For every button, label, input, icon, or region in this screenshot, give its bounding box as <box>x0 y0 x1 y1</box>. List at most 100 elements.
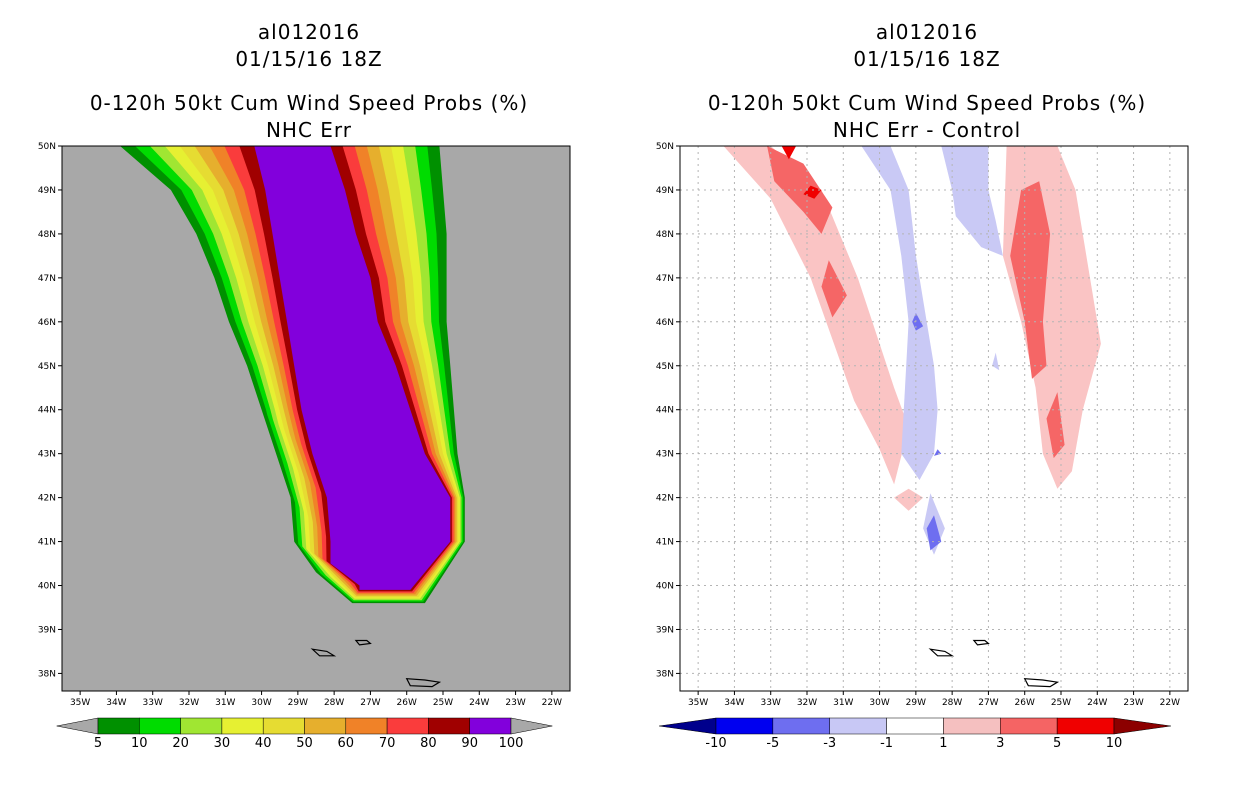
colorbar-low-arrow <box>659 717 717 735</box>
y-tick-label: 41N <box>656 538 674 548</box>
island-outline <box>928 648 955 657</box>
x-tick-label: 35W <box>70 698 90 708</box>
y-tick-label: 49N <box>656 186 674 196</box>
colorbar-label: 50 <box>296 736 313 751</box>
y-tick-label: 43N <box>38 450 56 460</box>
colorbar-high-arrow <box>510 717 553 735</box>
colorbar-label: -10 <box>705 736 726 751</box>
negative-diff-region <box>934 449 942 456</box>
positive-diff-region <box>781 146 797 160</box>
y-tick-label: 47N <box>656 274 674 284</box>
positive-diff-region <box>803 185 822 199</box>
colorbar-label: 30 <box>214 736 231 751</box>
y-tick-label: 42N <box>38 494 56 504</box>
positive-diff-region <box>821 260 847 318</box>
colorbar-label: 40 <box>255 736 272 751</box>
x-tick-label: 26W <box>1015 698 1035 708</box>
colorbar-label: 1 <box>939 736 947 751</box>
x-tick-label: 29W <box>906 698 926 708</box>
colorbar-swatch <box>97 717 140 735</box>
y-tick-label: 46N <box>38 318 56 328</box>
positive-diff-region <box>767 146 833 234</box>
colorbar-label: -1 <box>880 736 893 751</box>
x-tick-label: 31W <box>215 698 235 708</box>
colorbar-swatch <box>262 717 305 735</box>
y-tick-label: 45N <box>656 362 674 372</box>
y-tick-label: 44N <box>656 406 674 416</box>
island-outline <box>310 648 337 657</box>
positive-diff-region <box>1010 181 1051 379</box>
y-tick-label: 49N <box>38 186 56 196</box>
x-tick-label: 28W <box>942 698 962 708</box>
x-tick-label: 27W <box>978 698 998 708</box>
x-tick-label: 32W <box>797 698 817 708</box>
chart-title: 0-120h 50kt Cum Wind Speed Probs (%) <box>707 91 1147 115</box>
positive-diff-region <box>1046 392 1065 459</box>
colorbar-label: 3 <box>996 736 1004 751</box>
colorbar-label: 80 <box>420 736 437 751</box>
colorbar-label: -3 <box>823 736 836 751</box>
negative-diff-region <box>912 313 924 331</box>
colorbar-label: 5 <box>1053 736 1061 751</box>
colorbar-label: 10 <box>1106 736 1123 751</box>
colorbar-swatch <box>829 717 887 735</box>
x-tick-label: 28W <box>324 698 344 708</box>
y-tick-label: 43N <box>656 450 674 460</box>
colorbar-swatch <box>1056 717 1115 735</box>
y-tick-label: 44N <box>38 406 56 416</box>
negative-diff-region <box>861 146 938 480</box>
x-tick-label: 34W <box>724 698 744 708</box>
colorbar-label: 90 <box>461 736 478 751</box>
y-tick-label: 50N <box>656 142 674 152</box>
x-tick-label: 25W <box>1051 698 1071 708</box>
storm-id-title: al012016 <box>257 20 361 44</box>
x-tick-label: 24W <box>469 698 489 708</box>
x-tick-label: 31W <box>833 698 853 708</box>
probability-core <box>254 146 451 590</box>
y-tick-label: 48N <box>656 230 674 240</box>
colorbar-swatch <box>772 717 830 735</box>
colorbar-label: 60 <box>338 736 355 751</box>
colorbar-swatch <box>1000 717 1058 735</box>
chart-subtitle: NHC Err <box>265 118 353 142</box>
x-tick-label: 33W <box>143 698 163 708</box>
right-panel: al012016 01/15/16 18Z 0-120h 50kt Cum Wi… <box>618 0 1236 800</box>
y-tick-label: 39N <box>656 625 674 635</box>
x-tick-label: 32W <box>179 698 199 708</box>
colorbar-swatch <box>180 717 223 735</box>
y-tick-label: 47N <box>38 274 56 284</box>
plot-frame <box>61 145 571 692</box>
y-tick-label: 48N <box>38 230 56 240</box>
x-tick-label: 22W <box>542 698 562 708</box>
colorbar-label: 20 <box>172 736 189 751</box>
difference-map: 35W 34W 33W 32W 31W 30W 29W 28W 27W 26W 25W 24W 23W 2… <box>656 142 1189 751</box>
island-outline <box>1023 678 1060 688</box>
island-outline <box>972 639 990 646</box>
x-tick-label: 24W <box>1087 698 1107 708</box>
colorbar-swatch <box>715 717 774 735</box>
x-tick-label: 23W <box>1123 698 1143 708</box>
y-tick-label: 41N <box>38 538 56 548</box>
x-tick-label: 27W <box>360 698 380 708</box>
negative-diff-region <box>941 146 1003 256</box>
y-tick-label: 38N <box>38 669 56 679</box>
x-tick-label: 22W <box>1160 698 1180 708</box>
y-tick-label: 38N <box>656 669 674 679</box>
colorbar-label: 100 <box>499 736 524 751</box>
colorbar-label: 5 <box>94 736 102 751</box>
colorbar-swatch <box>139 717 181 735</box>
y-tick-label: 40N <box>656 582 674 592</box>
x-tick-label: 30W <box>869 698 889 708</box>
x-tick-label: 29W <box>288 698 308 708</box>
colorbar-label: 10 <box>131 736 148 751</box>
island-outline <box>354 639 372 646</box>
datetime-title: 01/15/16 18Z <box>853 47 1001 71</box>
probability-map: 35W 34W 33W 32W 31W 30W 29W 28W 27W 26W 25W 24W 23W 2… <box>38 142 571 751</box>
y-tick-label: 40N <box>38 582 56 592</box>
y-tick-label: 39N <box>38 625 56 635</box>
x-tick-label: 25W <box>433 698 453 708</box>
x-tick-label: 33W <box>761 698 781 708</box>
colorbar-swatch <box>304 717 347 735</box>
colorbar-swatch <box>386 717 429 735</box>
island-outline <box>405 678 442 688</box>
